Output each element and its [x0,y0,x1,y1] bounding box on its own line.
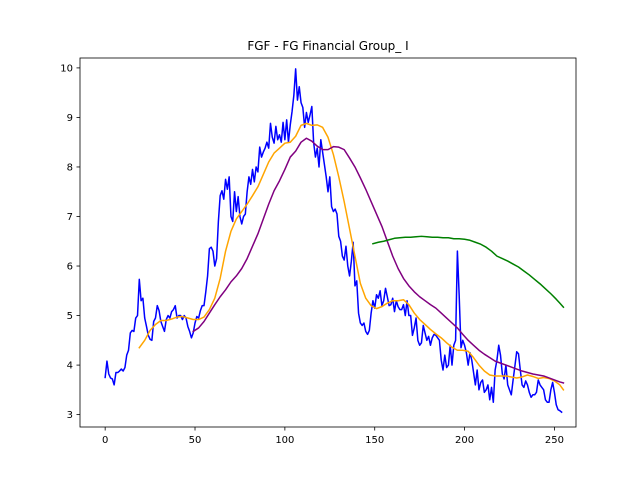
x-tick-label: 200 [455,435,474,446]
y-tick-label: 4 [67,361,73,372]
y-tick-label: 3 [67,410,73,421]
y-tick-label: 8 [67,162,73,173]
x-tick-label: 150 [365,435,384,446]
chart-title: FGF - FG Financial Group_ I [247,39,408,53]
series-line-3 [192,137,565,384]
series-layer [104,68,565,414]
x-tick-label: 250 [545,435,564,446]
y-tick-label: 6 [67,262,73,273]
x-tick-label: 100 [275,435,294,446]
y-tick-label: 7 [67,212,73,223]
axes-layer: 0 50 100 150 200 250 3 4 5 6 7 8 9 10 [60,57,577,446]
series-line-2 [138,122,565,391]
y-tick-label: 9 [67,113,73,124]
x-tick-label: 0 [102,435,108,446]
x-tick-label: 50 [189,435,202,446]
plot-frame [79,57,577,428]
series-line-4 [372,235,565,309]
y-tick-label: 10 [60,63,73,74]
y-tick-label: 5 [67,311,73,322]
